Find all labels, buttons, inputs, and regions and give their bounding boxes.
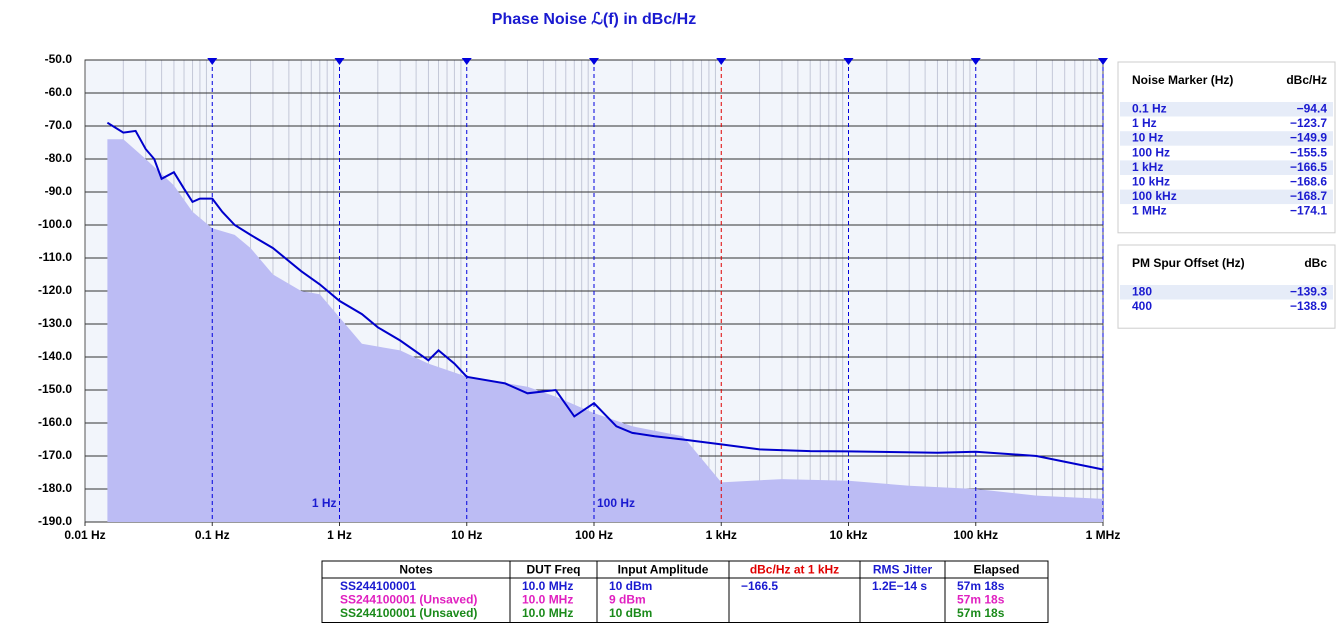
notes-cell: 10 dBm — [609, 579, 652, 593]
row-value: −155.5 — [1290, 145, 1327, 159]
notes-cell: 10.0 MHz — [522, 592, 573, 606]
marker-triangle — [716, 58, 727, 65]
y-tick-label: -170.0 — [38, 448, 72, 462]
row-value: −168.7 — [1290, 189, 1327, 203]
notes-table — [321, 560, 1049, 623]
marker-triangle — [334, 58, 345, 65]
y-tick-label: -150.0 — [38, 382, 72, 396]
marker-triangle — [461, 58, 472, 65]
chart-title: Phase Noise ℒ(f) in dBc/Hz — [492, 11, 696, 28]
table-header: dBc/Hz — [1286, 73, 1327, 87]
noise-trace — [106, 121, 1104, 471]
notes-cell: SS244100001 — [340, 579, 416, 593]
notes-cell: 57m 18s — [957, 606, 1005, 620]
notes-cell: 57m 18s — [957, 579, 1005, 593]
table-row — [1120, 102, 1333, 117]
y-tick-label: -110.0 — [39, 250, 73, 264]
table-header: dBc — [1304, 256, 1327, 270]
x-tick-label: 0.01 Hz — [64, 528, 105, 542]
table-row — [1120, 175, 1333, 190]
x-tick-label: 100 Hz — [575, 528, 613, 542]
x-tick-label: 100 kHz — [953, 528, 998, 542]
x-tick-label: 10 Hz — [451, 528, 482, 542]
row-label: 10 kHz — [1132, 174, 1170, 188]
notes-header: Notes — [399, 563, 433, 577]
row-value: −168.6 — [1290, 174, 1327, 188]
row-label: 100 Hz — [1132, 145, 1170, 159]
y-tick-label: -100.0 — [38, 217, 72, 231]
y-tick-label: -90.0 — [45, 184, 73, 198]
y-tick-label: -60.0 — [45, 85, 73, 99]
notes-cell: −166.5 — [741, 579, 778, 593]
row-label: 1 Hz — [1132, 116, 1157, 130]
table-row — [1120, 189, 1333, 205]
y-tick-label: -70.0 — [45, 118, 73, 132]
table-row — [1120, 204, 1333, 219]
noise-floor-area — [107, 139, 1103, 522]
row-value: −166.5 — [1290, 160, 1327, 174]
notes-cell: SS244100001 (Unsaved) — [340, 592, 477, 606]
row-value: −174.1 — [1290, 204, 1327, 218]
row-label: 180 — [1132, 284, 1152, 298]
y-tick-label: -50.0 — [45, 52, 73, 66]
notes-cell: SS244100001 (Unsaved) — [340, 606, 477, 620]
y-tick-label: -120.0 — [38, 283, 72, 297]
row-value: −138.9 — [1290, 299, 1327, 313]
row-label: 10 Hz — [1132, 131, 1163, 145]
marker-triangle — [207, 58, 218, 65]
row-label: 400 — [1132, 299, 1152, 313]
x-tick-label: 0.1 Hz — [195, 528, 230, 542]
notes-cell: 10.0 MHz — [522, 579, 573, 593]
notes-cell: 10 dBm — [609, 606, 652, 620]
table-row — [1120, 131, 1333, 146]
marker-triangle — [970, 58, 981, 65]
notes-header: Input Amplitude — [618, 563, 709, 577]
notes-header: Elapsed — [973, 563, 1019, 577]
table-header: Noise Marker (Hz) — [1132, 73, 1233, 87]
table-row — [1120, 160, 1333, 175]
y-tick-label: -180.0 — [38, 481, 72, 495]
notes-header: dBc/Hz at 1 kHz — [750, 563, 839, 577]
x-tick-label: 1 Hz — [327, 528, 352, 542]
notes-cell: 57m 18s — [957, 592, 1005, 606]
table-header: PM Spur Offset (Hz) — [1132, 256, 1245, 270]
y-tick-label: -160.0 — [38, 415, 72, 429]
table-row — [1120, 116, 1333, 132]
notes-cell: 9 dBm — [609, 592, 646, 606]
row-label: 100 kHz — [1132, 189, 1177, 203]
notes-header: DUT Freq — [527, 563, 581, 577]
table-row — [1120, 285, 1333, 300]
y-tick-label: -80.0 — [45, 151, 73, 165]
row-label: 1 kHz — [1132, 160, 1163, 174]
marker-annotation: 100 Hz — [597, 496, 635, 510]
notes-header: RMS Jitter — [873, 563, 933, 577]
x-tick-label: 1 kHz — [706, 528, 737, 542]
y-tick-label: -130.0 — [38, 316, 72, 330]
marker-triangle — [843, 58, 854, 65]
row-value: −139.3 — [1290, 284, 1327, 298]
row-value: −94.4 — [1297, 101, 1328, 115]
row-label: 1 MHz — [1132, 204, 1167, 218]
notes-cell: 1.2E−14 s — [872, 579, 927, 593]
notes-cell: 10.0 MHz — [522, 606, 573, 620]
table-row — [1120, 145, 1333, 161]
x-tick-label: 1 MHz — [1086, 528, 1121, 542]
marker-triangle — [1098, 58, 1108, 65]
y-tick-label: -190.0 — [38, 514, 72, 528]
row-value: −149.9 — [1290, 131, 1327, 145]
y-tick-label: -140.0 — [38, 349, 72, 363]
row-value: −123.7 — [1290, 116, 1327, 130]
row-label: 0.1 Hz — [1132, 101, 1167, 115]
marker-triangle — [589, 58, 599, 65]
marker-annotation: 1 Hz — [312, 496, 337, 510]
x-tick-label: 10 kHz — [829, 528, 867, 542]
table-row — [1120, 299, 1333, 315]
